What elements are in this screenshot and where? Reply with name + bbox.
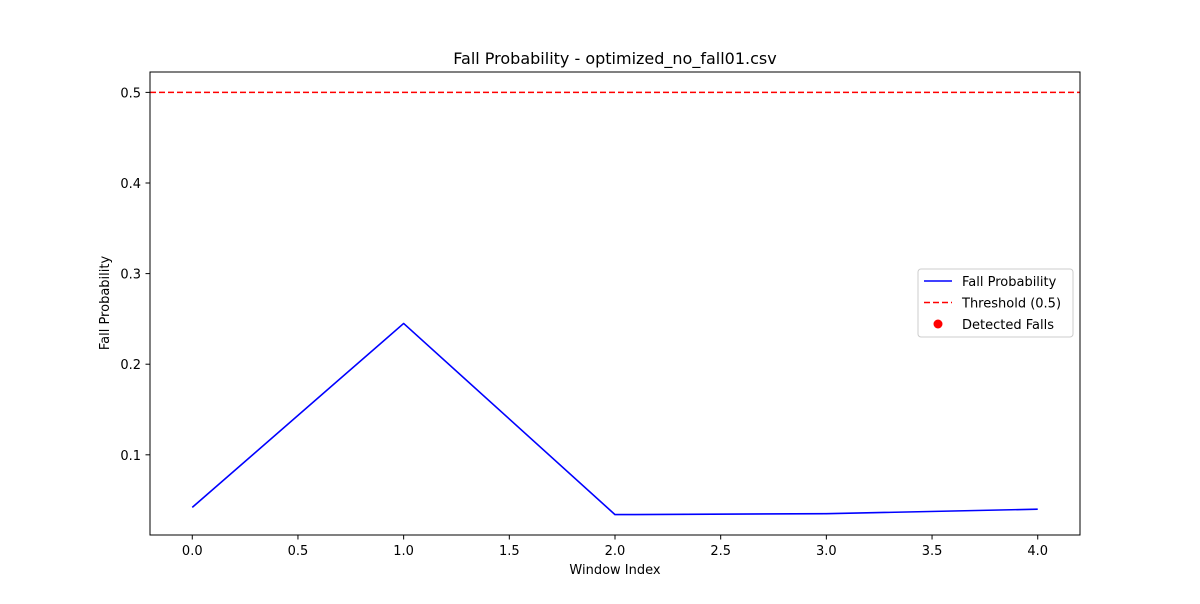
x-tick-label: 3.0 [816,544,837,559]
y-tick-label: 0.5 [120,86,141,101]
legend-box [917,268,1074,338]
y-axis-label: Fall Probability [98,256,113,351]
y-axis-ticks: 0.1 0.2 0.3 0.4 0.5 [120,86,150,464]
legend-label: Threshold (0.5) [961,297,1061,312]
y-tick-label: 0.4 [120,177,141,192]
x-tick-label: 3.5 [922,544,943,559]
y-tick-label: 0.2 [120,358,141,373]
chart-title: Fall Probability - optimized_no_fall01.c… [453,49,776,69]
legend-label: Detected Falls [962,318,1054,333]
x-tick-label: 2.0 [605,544,626,559]
x-tick-label: 4.0 [1027,544,1048,559]
y-tick-label: 0.3 [120,268,141,283]
x-tick-label: 1.5 [499,544,520,559]
x-axis-ticks: 0.0 0.5 1.0 1.5 2.0 2.5 3.0 3.5 4.0 [182,535,1048,559]
probability-line [191,322,1038,516]
x-tick-label: 1.0 [393,544,414,559]
x-tick-label: 0.0 [182,544,203,559]
legend-label: Fall Probability [962,275,1057,290]
x-axis-label: Window Index [569,563,660,578]
y-tick-label: 0.1 [120,449,141,464]
legend: Fall Probability Threshold (0.5) Detected … [917,268,1074,338]
legend-swatch-marker [933,319,943,329]
x-tick-label: 2.5 [710,544,731,559]
x-tick-label: 0.5 [288,544,309,559]
